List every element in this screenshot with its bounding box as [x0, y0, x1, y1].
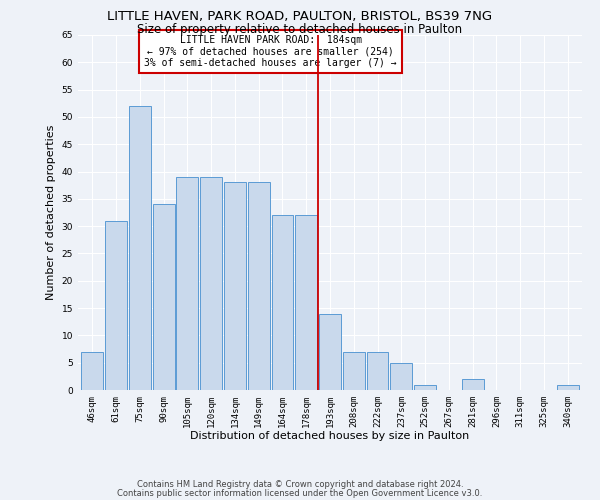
X-axis label: Distribution of detached houses by size in Paulton: Distribution of detached houses by size …: [190, 432, 470, 442]
Bar: [82, 352, 103, 390]
Bar: [462, 379, 484, 390]
Text: Contains HM Land Registry data © Crown copyright and database right 2024.: Contains HM Land Registry data © Crown c…: [137, 480, 463, 489]
Bar: [391, 362, 412, 390]
Bar: [272, 215, 293, 390]
Bar: [224, 182, 246, 390]
Text: LITTLE HAVEN, PARK ROAD, PAULTON, BRISTOL, BS39 7NG: LITTLE HAVEN, PARK ROAD, PAULTON, BRISTO…: [107, 10, 493, 23]
Bar: [248, 182, 269, 390]
Bar: [367, 352, 388, 390]
Bar: [295, 215, 317, 390]
Bar: [414, 384, 436, 390]
Y-axis label: Number of detached properties: Number of detached properties: [46, 125, 56, 300]
Bar: [152, 204, 175, 390]
Bar: [557, 384, 578, 390]
Bar: [129, 106, 151, 390]
Bar: [176, 177, 198, 390]
Bar: [200, 177, 222, 390]
Text: Contains public sector information licensed under the Open Government Licence v3: Contains public sector information licen…: [118, 488, 482, 498]
Bar: [343, 352, 365, 390]
Text: Size of property relative to detached houses in Paulton: Size of property relative to detached ho…: [137, 22, 463, 36]
Bar: [105, 220, 127, 390]
Text: LITTLE HAVEN PARK ROAD:  184sqm
← 97% of detached houses are smaller (254)
3% of: LITTLE HAVEN PARK ROAD: 184sqm ← 97% of …: [144, 35, 397, 68]
Bar: [319, 314, 341, 390]
